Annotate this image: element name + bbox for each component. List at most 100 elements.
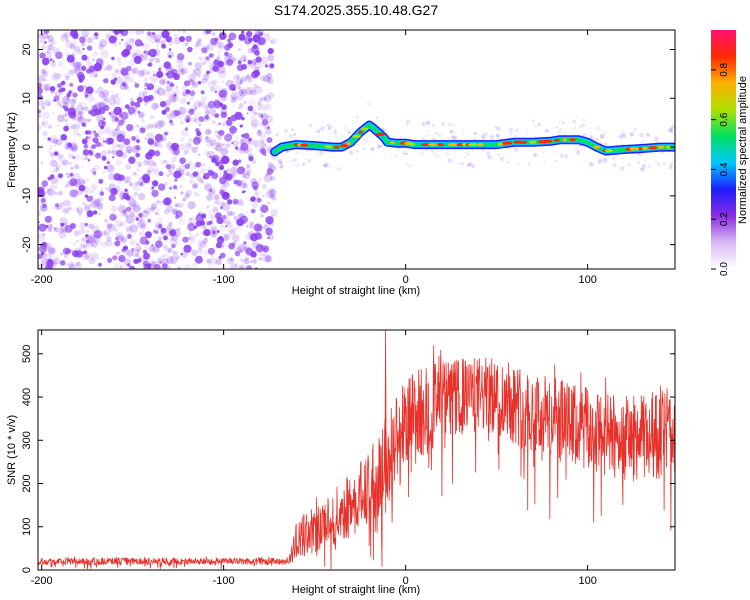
noise-dot [225,220,231,226]
noise-dot [62,207,69,214]
noise-dot [133,215,136,218]
noise-dot [233,179,239,185]
halo-dot [556,126,558,129]
noise-dot [84,252,92,259]
noise-dot [151,206,160,215]
noise-dot [80,115,83,118]
noise-dot [68,69,74,75]
noise-dot [140,68,147,76]
noise-dot [114,117,120,122]
noise-dot [200,180,204,184]
halo-dot [508,127,513,132]
noise-dot [185,171,190,177]
noise-dot [147,138,154,145]
noise-dot [51,112,55,116]
noise-dot [55,138,63,146]
noise-dot [237,199,244,206]
noise-dot [159,200,164,205]
noise-dot [265,216,274,225]
noise-dot [228,32,237,41]
noise-dot [161,229,170,238]
noise-dot [88,135,91,139]
noise-dot [129,30,134,35]
noise-dot [152,32,155,35]
noise-dot [249,250,257,258]
noise-dot [98,212,101,216]
noise-dot [181,85,187,91]
noise-dot [258,177,262,182]
colorbar-tick-label: 0.6 [719,112,730,126]
noise-dot [81,138,88,145]
noise-dot [53,98,57,102]
noise-dot [129,112,133,116]
noise-dot [75,240,79,243]
noise-dot [42,130,48,137]
halo-dot [514,147,519,153]
noise-dot [84,205,91,212]
noise-dot [65,40,74,49]
noise-dot [104,230,111,237]
noise-dot [69,98,77,106]
noise-dot [192,262,198,268]
noise-dot [158,256,163,260]
noise-dot [212,120,216,124]
noise-dot [251,258,257,265]
noise-dot [98,91,105,98]
noise-dot [196,131,202,137]
noise-dot [152,166,160,174]
noise-dot [210,63,218,71]
noise-dot [193,106,198,111]
noise-dot [218,164,225,171]
noise-dot [238,213,246,222]
noise-dot [185,210,188,213]
noise-dot [84,156,89,161]
noise-dot [88,236,94,242]
noise-dot [152,140,159,147]
noise-dot [95,58,104,66]
noise-dot [271,195,277,201]
noise-dot [67,261,75,269]
noise-dot [69,223,76,229]
halo-dot [581,118,586,122]
noise-dot [183,264,192,269]
noise-dot [256,197,262,203]
noise-dot [135,260,140,265]
noise-dot [114,69,120,74]
noise-dot [207,169,212,174]
snr-xtick-label: 100 [578,575,596,587]
noise-dot [180,251,188,259]
noise-dot [111,150,114,153]
noise-dot [243,202,246,206]
noise-dot [230,95,238,103]
noise-dot [251,123,254,126]
noise-dot [201,163,205,167]
noise-dot [116,134,125,143]
noise-dot [225,55,228,58]
noise-dot [41,71,48,77]
noise-dot [144,137,148,141]
noise-dot [151,189,159,197]
noise-dot [55,203,59,208]
noise-dot [161,258,170,266]
noise-dot [88,151,94,156]
noise-dot [233,148,239,154]
noise-dot [220,111,227,119]
noise-dot [207,100,216,109]
track-peak [497,142,504,146]
noise-dot [128,156,136,164]
noise-dot [231,96,237,102]
halo-dot [640,167,645,172]
noise-dot [82,47,85,51]
noise-dot [147,167,154,174]
noise-dot [119,223,122,227]
noise-dot [85,118,89,123]
noise-dot [151,261,157,267]
noise-dot [270,175,276,181]
noise-dot [93,88,98,93]
noise-dot [121,38,124,42]
noise-dot [227,222,233,229]
track-peak [390,141,395,145]
noise-dot [172,30,175,33]
halo-dot [447,122,452,127]
noise-dot [192,69,195,72]
